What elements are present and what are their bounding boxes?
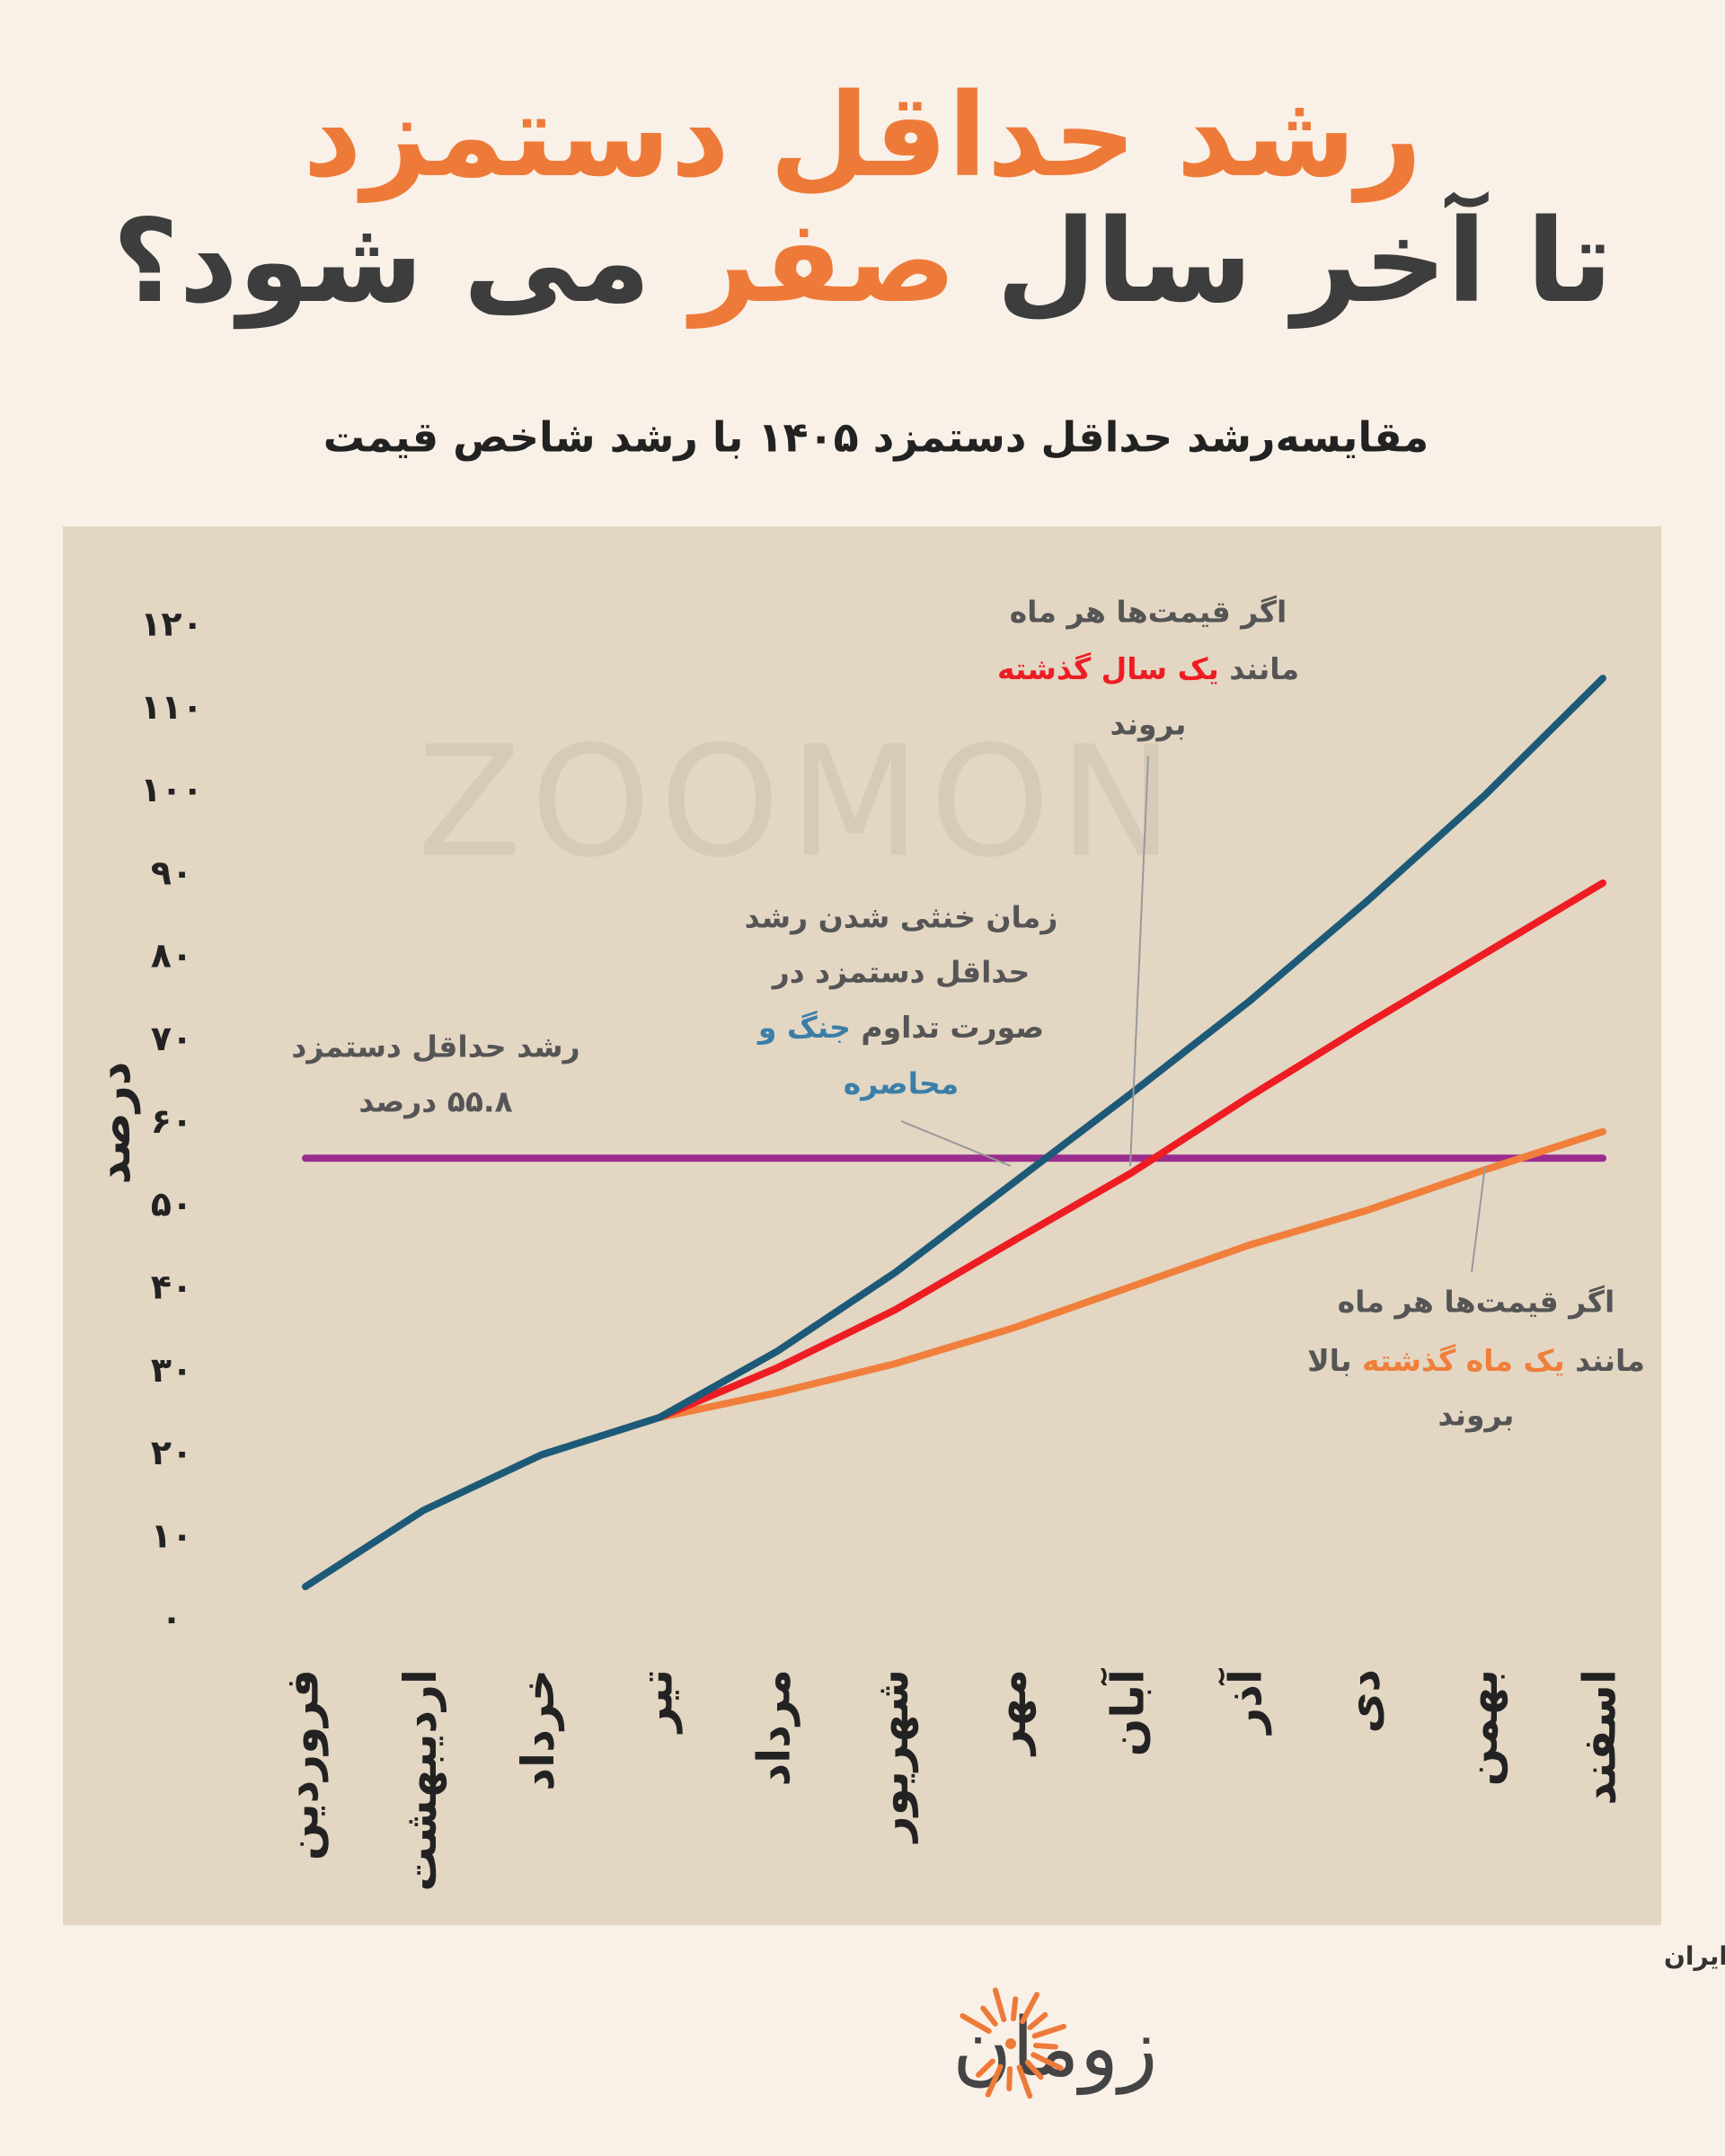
logo-ray (960, 2013, 992, 2034)
title-line1: رشد حداقل دستمزد (303, 69, 1422, 203)
logo-ray (1031, 2023, 1066, 2039)
annotation-text: زمان خنثی شدن رشد (745, 900, 1058, 935)
x-tick-label: آذر (1218, 1667, 1272, 1736)
source: منبع داده: مرکز آمار ایران (1664, 1940, 1725, 1971)
x-tick-label: شهریور (866, 1669, 919, 1844)
annotation-part: مانند (1575, 1343, 1645, 1378)
x-tick-label: تیر (630, 1669, 683, 1735)
annotation-part: بالا (1307, 1343, 1351, 1378)
watermark: ZOOMON (417, 713, 1182, 891)
chart-panel (63, 526, 1661, 1925)
y-tick-label: ۱۰۰ (140, 770, 203, 809)
y-tick-label: ۲۰ (151, 1433, 192, 1472)
y-tick-label: ۶۰ (151, 1101, 192, 1141)
series-line (302, 675, 1606, 1591)
annotation: اگر قیمت‌ها هر ماه مانند یک سال گذشته بر… (997, 595, 1299, 743)
leader-line (1471, 1165, 1486, 1273)
logo-ray (1024, 2059, 1044, 2081)
x-tick-label: اردیبهشت (394, 1669, 447, 1892)
annotation-part: مانند (1229, 651, 1299, 686)
x-tick-label: مهر (984, 1669, 1037, 1757)
annotation-text: حداقل دستمزد در (771, 955, 1031, 991)
annotation-text: بروند (1110, 707, 1187, 743)
y-tick-label: ۸۰ (151, 936, 192, 976)
annotation-text: اگر قیمت‌ها هر ماه (1338, 1285, 1615, 1321)
series-line (655, 1127, 1606, 1421)
logo-ray (1016, 2064, 1033, 2099)
plot: ۰ ۱۰ ۲۰ ۳۰ ۴۰ ۵۰ ۶۰ ۷۰ ۸۰ ۹۰ ۱۰۰ ۱۱۰ ۱۲۰ فروردین اردیب… (140, 605, 1625, 1892)
x-tick-label: خرداد (512, 1669, 565, 1791)
logo-ray (992, 1987, 1007, 2023)
y-axis-label: درصد (87, 1062, 141, 1185)
x-tick-label: اسفند (1574, 1669, 1626, 1806)
annotation-highlight: محاصره (844, 1066, 960, 1102)
annotation-text: ۵۵.۸ درصد (358, 1084, 512, 1119)
y-tick-label: ۱۲۰ (140, 605, 203, 644)
y-tick-label: ۳۰ (151, 1350, 192, 1390)
logo-ray (985, 2063, 1004, 2098)
logo-dot (1005, 2038, 1016, 2049)
annotation-text: صورت تداوم جنگ و (756, 1010, 1044, 1046)
logo-ray (1027, 2011, 1048, 2031)
subtitle: مقایسه‌رشد حداقل دستمزد ۱۴۰۵ با رشد شاخص… (323, 413, 1429, 462)
logo-ray (976, 2058, 995, 2078)
title-highlight: صفر (686, 195, 956, 329)
annotation-part: صورت تداوم (861, 1010, 1044, 1046)
annotation-text: مانند یک ماه گذشته بالا (1307, 1343, 1645, 1378)
annotation-text: اگر قیمت‌ها هر ماه (1010, 595, 1287, 631)
y-tick-label: ۵۰ (151, 1184, 192, 1224)
x-tick-label: مرداد (748, 1669, 801, 1787)
title-line2: تا آخر سال صفر می شود؟ (112, 190, 1613, 329)
annotation-text: بروند (1438, 1398, 1515, 1434)
series-line (655, 879, 1606, 1421)
y-tick-label: ۴۰ (151, 1268, 192, 1307)
logo-icon (960, 1987, 1066, 2099)
y-tick-label: ۹۰ (151, 853, 192, 892)
annotation: اگر قیمت‌ها هر ماه مانند یک ماه گذشته با… (1307, 1285, 1645, 1434)
y-tick-label: ۱۱۰ (140, 687, 203, 727)
y-tick-label: ۷۰ (151, 1019, 192, 1058)
x-tick-label: فروردین (277, 1669, 330, 1860)
annotation-text: رشد حداقل دستمزد (291, 1029, 579, 1065)
x-tick-label: آبان (1100, 1667, 1154, 1756)
leader-line (900, 1120, 1012, 1167)
logo-ray (1010, 1996, 1019, 2022)
x-tick-label: دی (1338, 1669, 1390, 1733)
annotation: رشد حداقل دستمزد ۵۵.۸ درصد (291, 1029, 579, 1119)
x-tick-label: بهمن (1455, 1669, 1508, 1786)
y-tick-label: ۰ (161, 1599, 181, 1639)
annotation: زمان خنثی شدن رشد حداقل دستمزد در صورت ت… (745, 900, 1058, 1102)
logo-ray (1006, 2065, 1013, 2091)
annotation-highlight: یک ماه گذشته (1362, 1343, 1565, 1378)
logo-ray (1031, 2052, 1064, 2072)
leader-line (1129, 755, 1149, 1167)
logo-ray (1020, 1992, 1040, 2025)
annotation-highlight: جنگ و (756, 1010, 851, 1046)
title-part: تا آخر سال (996, 190, 1613, 329)
title-part: می شود؟ (112, 195, 650, 329)
annotation-highlight: یک سال گذشته (997, 651, 1219, 686)
y-tick-label: ۱۰ (151, 1515, 192, 1555)
logo-ray (980, 2005, 998, 2027)
logo-ray (1032, 2042, 1058, 2050)
annotation-text: مانند یک سال گذشته (997, 651, 1299, 686)
